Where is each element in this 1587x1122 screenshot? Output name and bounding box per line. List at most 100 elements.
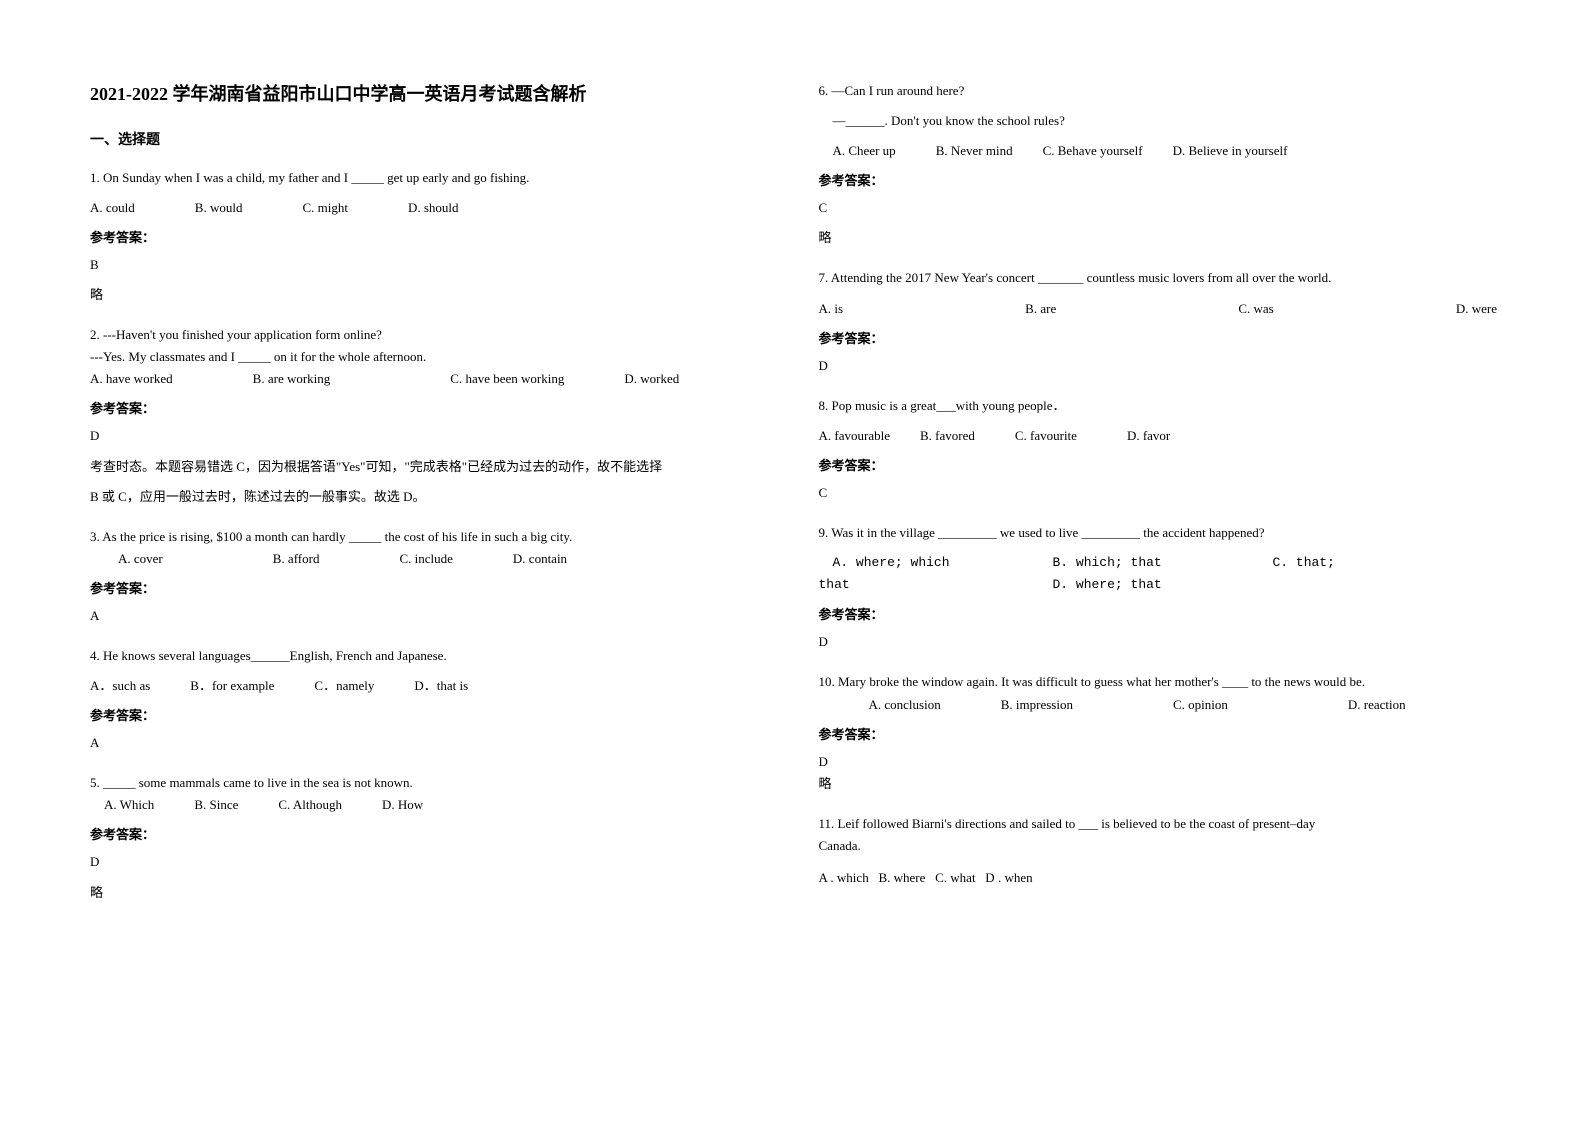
q11-line1: 11. Leif followed Biarni's directions an… bbox=[819, 813, 1498, 835]
q7-optB: B. are bbox=[1025, 298, 1056, 320]
question-7: 7. Attending the 2017 New Year's concert… bbox=[819, 267, 1498, 384]
question-8: 8. Pop music is a great___with young peo… bbox=[819, 395, 1498, 512]
q1-optC: C. might bbox=[302, 197, 348, 219]
q7-options: A. is B. are C. was D. were bbox=[819, 298, 1498, 320]
q5-optB: B. Since bbox=[194, 794, 238, 816]
q4-optC: C．namely bbox=[314, 675, 374, 697]
q5-note: 略 bbox=[90, 882, 769, 904]
q10-optA: A. conclusion bbox=[869, 694, 941, 716]
q8-answer: C bbox=[819, 482, 1498, 504]
q3-options: A. cover B. afford C. include D. contain bbox=[118, 548, 769, 570]
q7-answer-label: 参考答案： bbox=[819, 328, 1498, 347]
q11-options: A . which B. where C. what D . when bbox=[819, 867, 1498, 889]
q7-optD: D. were bbox=[1456, 298, 1497, 320]
q9-answer: D bbox=[819, 631, 1498, 653]
q5-optD: D. How bbox=[382, 794, 423, 816]
question-9: 9. Was it in the village _________ we us… bbox=[819, 522, 1498, 661]
q5-answer: D bbox=[90, 851, 769, 873]
q5-answer-label: 参考答案： bbox=[90, 824, 769, 843]
question-2: 2. ---Haven't you finished your applicat… bbox=[90, 324, 769, 516]
q1-text: 1. On Sunday when I was a child, my fath… bbox=[90, 167, 769, 189]
q9-optB: B. which; that bbox=[1053, 552, 1273, 574]
q2-optD: D. worked bbox=[624, 368, 679, 390]
q9-optA: A. where; which bbox=[833, 552, 1053, 574]
q7-optC: C. was bbox=[1238, 298, 1273, 320]
q2-line1: 2. ---Haven't you finished your applicat… bbox=[90, 324, 769, 346]
question-10: 10. Mary broke the window again. It was … bbox=[819, 671, 1498, 802]
q4-optD: D．that is bbox=[414, 675, 468, 697]
q6-optD: D. Believe in yourself bbox=[1173, 140, 1288, 162]
question-5: 5. _____ some mammals came to live in th… bbox=[90, 772, 769, 911]
q7-answer: D bbox=[819, 355, 1498, 377]
question-11: 11. Leif followed Biarni's directions an… bbox=[819, 813, 1498, 889]
q4-optB: B．for example bbox=[190, 675, 274, 697]
q7-text: 7. Attending the 2017 New Year's concert… bbox=[819, 267, 1498, 289]
question-6: 6. —Can I run around here? —______. Don'… bbox=[819, 80, 1498, 257]
q6-optA: A. Cheer up bbox=[833, 140, 896, 162]
q2-optB: B. are working bbox=[253, 368, 331, 390]
document-title: 2021-2022 学年湖南省益阳市山口中学高一英语月考试题含解析 bbox=[90, 80, 769, 109]
q8-optC: C. favourite bbox=[1015, 425, 1077, 447]
q2-options: A. have worked B. are working C. have be… bbox=[90, 368, 769, 390]
q1-options: A. could B. would C. might D. should bbox=[90, 197, 769, 219]
right-column: 6. —Can I run around here? —______. Don'… bbox=[819, 80, 1498, 1082]
q2-optC: C. have been working bbox=[450, 368, 564, 390]
q9-answer-label: 参考答案： bbox=[819, 604, 1498, 623]
q8-answer-label: 参考答案： bbox=[819, 455, 1498, 474]
q1-note: 略 bbox=[90, 284, 769, 306]
q2-line2: ---Yes. My classmates and I _____ on it … bbox=[90, 346, 769, 368]
q7-optA: A. is bbox=[819, 298, 844, 320]
q10-note: 略 bbox=[819, 773, 1498, 795]
q9-line2b: D. where; that bbox=[1053, 574, 1162, 596]
q10-optB: B. impression bbox=[1001, 694, 1073, 716]
q6-line1: 6. —Can I run around here? bbox=[819, 80, 1498, 102]
question-4: 4. He knows several languages______Engli… bbox=[90, 645, 769, 762]
q1-answer: B bbox=[90, 254, 769, 276]
q8-options: A. favourable B. favored C. favourite D.… bbox=[819, 425, 1498, 447]
q9-text: 9. Was it in the village _________ we us… bbox=[819, 522, 1498, 544]
q10-text: 10. Mary broke the window again. It was … bbox=[819, 671, 1498, 693]
q3-answer: A bbox=[90, 605, 769, 627]
q9-options-line1: A. where; which B. which; that C. that; bbox=[833, 552, 1498, 574]
q11-line2: Canada. bbox=[819, 835, 1498, 857]
q2-answer-label: 参考答案： bbox=[90, 398, 769, 417]
q10-options: A. conclusion B. impression C. opinion D… bbox=[869, 694, 1498, 716]
q6-optC: C. Behave yourself bbox=[1043, 140, 1143, 162]
q4-optA: A．such as bbox=[90, 675, 150, 697]
q1-optA: A. could bbox=[90, 197, 135, 219]
q6-answer: C bbox=[819, 197, 1498, 219]
q6-answer-label: 参考答案： bbox=[819, 170, 1498, 189]
q4-answer-label: 参考答案： bbox=[90, 705, 769, 724]
q9-optC: C. that; bbox=[1273, 552, 1335, 574]
q4-answer: A bbox=[90, 732, 769, 754]
q4-text: 4. He knows several languages______Engli… bbox=[90, 645, 769, 667]
question-3: 3. As the price is rising, $100 a month … bbox=[90, 526, 769, 635]
q5-optC: C. Although bbox=[278, 794, 342, 816]
q3-optB: B. afford bbox=[273, 548, 320, 570]
q6-options: A. Cheer up B. Never mind C. Behave your… bbox=[833, 140, 1498, 162]
q5-optA: A. Which bbox=[104, 794, 154, 816]
q9-options-line2: that D. where; that bbox=[819, 574, 1498, 596]
q3-optA: A. cover bbox=[118, 548, 163, 570]
q6-optB: B. Never mind bbox=[936, 140, 1013, 162]
q6-note: 略 bbox=[819, 227, 1498, 249]
q3-text: 3. As the price is rising, $100 a month … bbox=[90, 526, 769, 548]
q1-optD: D. should bbox=[408, 197, 459, 219]
q2-answer: D bbox=[90, 425, 769, 447]
q10-answer-label: 参考答案： bbox=[819, 724, 1498, 743]
q8-optA: A. favourable bbox=[819, 425, 890, 447]
q2-exp2: B 或 C，应用一般过去时，陈述过去的一般事实。故选 D。 bbox=[90, 486, 769, 508]
section-header: 一、选择题 bbox=[90, 129, 769, 149]
q3-answer-label: 参考答案： bbox=[90, 578, 769, 597]
q1-optB: B. would bbox=[195, 197, 243, 219]
q9-line2a: that bbox=[819, 574, 1053, 596]
q10-optD: D. reaction bbox=[1348, 694, 1406, 716]
q8-optB: B. favored bbox=[920, 425, 975, 447]
q5-options: A. Which B. Since C. Although D. How bbox=[104, 794, 769, 816]
q6-line2: —______. Don't you know the school rules… bbox=[833, 110, 1498, 132]
q10-optC: C. opinion bbox=[1173, 694, 1228, 716]
q4-options: A．such as B．for example C．namely D．that … bbox=[90, 675, 769, 697]
q2-exp1: 考查时态。本题容易错选 C，因为根据答语"Yes"可知，"完成表格"已经成为过去… bbox=[90, 456, 769, 478]
left-column: 2021-2022 学年湖南省益阳市山口中学高一英语月考试题含解析 一、选择题 … bbox=[90, 80, 769, 1082]
question-1: 1. On Sunday when I was a child, my fath… bbox=[90, 167, 769, 314]
